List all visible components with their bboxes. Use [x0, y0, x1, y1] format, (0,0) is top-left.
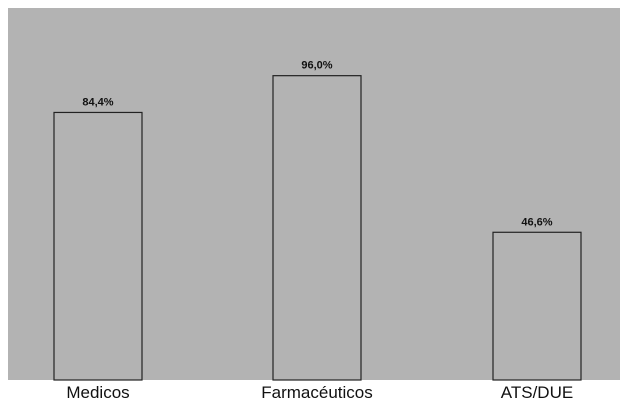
data-labels-group: 84,4% 96,0% 46,6% — [82, 60, 552, 229]
bar-farmac-uticos — [272, 75, 362, 381]
category-label: ATS/DUE — [501, 383, 573, 402]
data-label: 96,0% — [301, 60, 332, 72]
category-label: Farmacéuticos — [261, 383, 372, 402]
data-label: 84,4% — [82, 96, 113, 108]
bar-ats-due — [492, 231, 582, 381]
data-label: 46,6% — [521, 216, 552, 228]
bars-group — [53, 75, 582, 381]
category-labels-group: Medicos Farmacéuticos ATS/DUE — [66, 383, 573, 402]
bar-medicos — [53, 111, 143, 381]
category-label: Medicos — [66, 383, 129, 402]
